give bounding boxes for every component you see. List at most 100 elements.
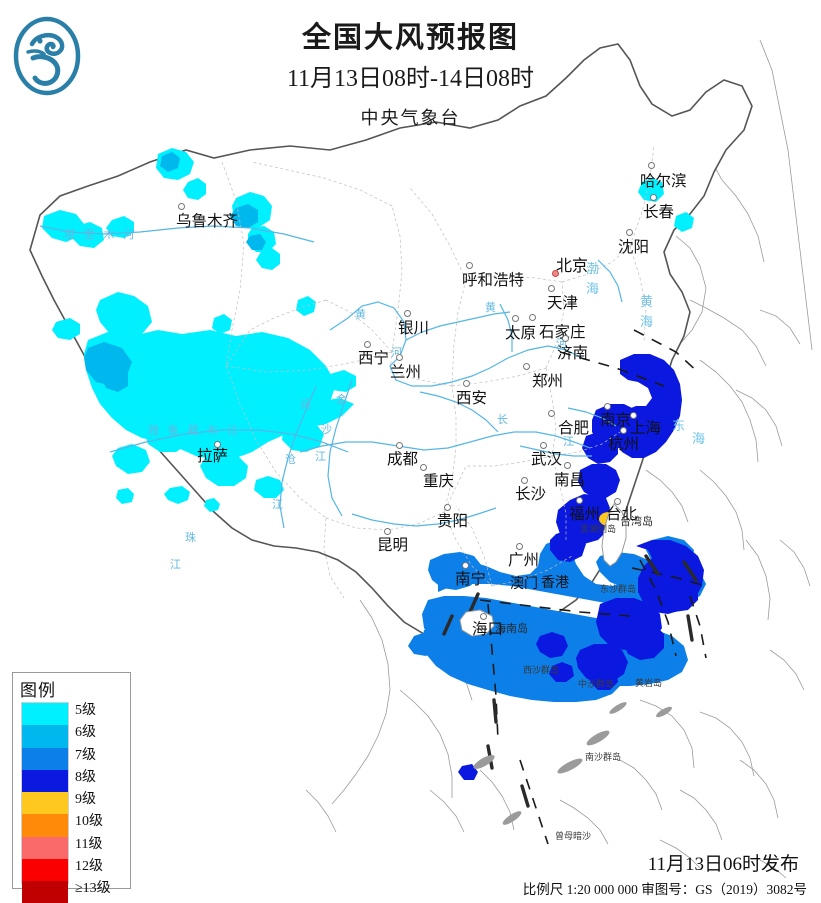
city-label-石家庄: 石家庄: [539, 324, 586, 341]
city-label-银川: 银川: [398, 320, 430, 337]
cma-dragon-logo: [10, 14, 84, 98]
wind-shading-layer: [42, 148, 706, 780]
river-label-0: 塔 里 木 河: [64, 229, 138, 241]
legend-label-5: 10级: [75, 814, 103, 830]
city-label-拉萨: 拉萨: [197, 448, 229, 465]
city-label-贵阳: 贵阳: [437, 513, 469, 530]
city-marker-dot-20: [396, 442, 403, 449]
island-label-南沙群岛: 南沙群岛: [585, 752, 622, 762]
legend-label-3: 8级: [75, 769, 96, 785]
river-label-1: 雅 鲁 藏 布 江: [148, 425, 241, 437]
city-label-乌鲁木齐: 乌鲁木齐: [176, 213, 239, 230]
city-label-海口: 海口: [472, 621, 504, 638]
city-marker-dot-26: [384, 528, 391, 535]
city-marker-dot-22: [540, 442, 547, 449]
legend-swatch-8: [22, 881, 68, 903]
city-label-武汉: 武汉: [531, 451, 563, 468]
china-national-boundary: [29, 43, 753, 641]
city-label-台北: 台北: [606, 506, 638, 523]
city-marker-dot-2: [404, 310, 411, 317]
city-marker-dot-0: [178, 203, 185, 210]
river-label-12: 沧: [285, 454, 299, 466]
publish-time: 11月13日06时发布: [647, 854, 799, 875]
city-label-长沙: 长沙: [515, 486, 547, 503]
legend-swatch-4: [22, 792, 68, 815]
island-label-台湾岛: 台湾岛: [620, 516, 653, 528]
city-marker-dot-5: [466, 262, 473, 269]
legend-swatch-2: [22, 747, 68, 770]
legend-swatch-6: [22, 836, 68, 859]
city-marker-dot-15: [463, 380, 470, 387]
sea-label-0: 渤: [586, 261, 604, 276]
legend-title: 图例: [20, 681, 56, 700]
legend-swatch-3: [22, 769, 68, 792]
city-label-上海: 上海: [630, 420, 662, 437]
city-marker-dot-4: [396, 354, 403, 361]
city-marker-dot-8: [512, 315, 519, 322]
city-marker-dot-1: [214, 441, 221, 448]
city-label-香港: 香港: [541, 576, 569, 591]
city-label-南昌: 南昌: [554, 472, 586, 489]
city-marker-dot-24: [521, 477, 528, 484]
river-label-2: 黄: [355, 309, 369, 321]
page-title: 全国大风预报图: [301, 22, 519, 54]
river-label-11: 澜: [300, 399, 314, 411]
legend-label-1: 6级: [75, 725, 96, 741]
river-label-14: 珠: [185, 532, 199, 544]
city-marker-dot-18: [630, 412, 637, 419]
island-label-黄岩岛: 黄岩岛: [635, 678, 663, 688]
city-label-西宁: 西宁: [358, 350, 390, 367]
city-marker-dot-25: [444, 504, 451, 511]
island-label-澎湖列岛: 澎湖列岛: [580, 524, 617, 534]
legend-label-8: ≥13级: [75, 881, 111, 896]
legend-color-scale: [21, 702, 69, 903]
island-label-东沙群岛: 东沙群岛: [600, 584, 637, 594]
city-marker-dot-11: [648, 162, 655, 169]
river-label-15: 江: [170, 559, 184, 571]
legend-swatch-0: [22, 703, 68, 726]
city-label-南京: 南京: [600, 412, 632, 429]
city-marker-dot-16: [548, 410, 555, 417]
island-label-中沙群岛: 中沙群岛: [578, 679, 615, 689]
legend-swatch-1: [22, 725, 68, 748]
issuing-agency: 中央气象台: [360, 108, 461, 128]
city-label-澳门: 澳门: [510, 577, 538, 592]
river-label-4: 黄: [485, 302, 499, 314]
river-label-5: 河: [556, 338, 570, 350]
city-label-兰州: 兰州: [390, 364, 422, 381]
rivers-layer: [39, 225, 623, 529]
river-label-3: 河: [391, 347, 405, 359]
river-label-9: 沙: [321, 424, 335, 436]
city-label-沈阳: 沈阳: [618, 239, 650, 256]
legend-label-4: 9级: [75, 792, 96, 807]
legend-label-list: 5级 6级 7级 8级 9级 10级 11级 12级 ≥13级: [75, 700, 131, 900]
city-label-西安: 西安: [456, 390, 488, 407]
river-label-6: 长: [497, 414, 511, 426]
city-marker-dot-23: [564, 462, 571, 469]
city-marker-dot-7: [548, 285, 555, 292]
legend-label-0: 5级: [75, 703, 96, 718]
city-label-广州: 广州: [508, 552, 540, 569]
city-marker-dot-9: [529, 314, 536, 321]
city-marker-dot-17: [604, 403, 611, 410]
legend-label-7: 12级: [75, 858, 103, 874]
province-boundaries: [221, 145, 655, 599]
city-label-重庆: 重庆: [423, 473, 455, 490]
city-marker-dot-10: [562, 335, 569, 342]
island-label-海南岛: 海南岛: [495, 623, 528, 635]
sea-label-5: 海: [692, 431, 710, 446]
sea-label-4: 东: [672, 418, 690, 433]
city-label-郑州: 郑州: [532, 373, 564, 390]
river-label-8: 金: [336, 394, 350, 406]
city-marker-dot-14: [523, 363, 530, 370]
scale-and-approval-number: 比例尺 1:20 000 000 审图号：GS（2019）3082号: [522, 882, 807, 897]
city-marker-dot-6: [552, 270, 559, 277]
island-shapes: [473, 702, 672, 825]
river-label-10: 江: [315, 451, 329, 463]
city-marker-dot-31: [480, 613, 487, 620]
city-label-南宁: 南宁: [455, 571, 487, 588]
forecast-period: 11月13日08时-14日08时: [286, 66, 535, 92]
city-marker-dot-30: [462, 562, 469, 569]
city-label-北京: 北京: [556, 258, 589, 275]
